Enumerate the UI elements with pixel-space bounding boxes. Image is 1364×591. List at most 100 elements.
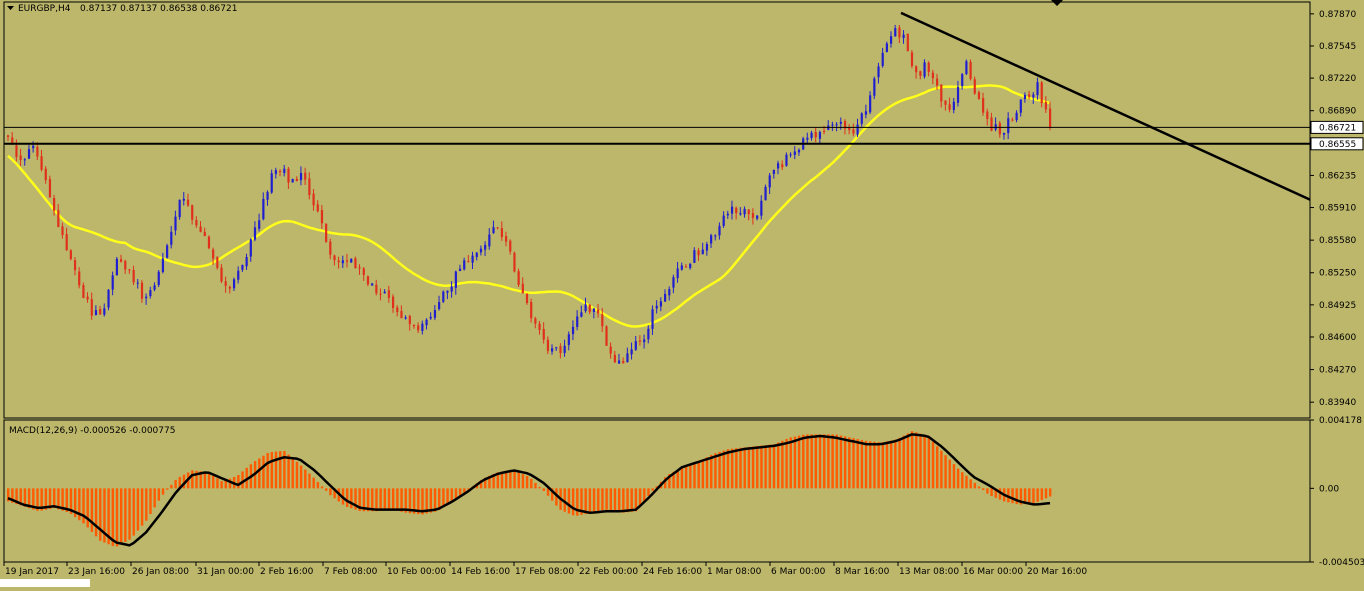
candle-body (772, 169, 776, 174)
candle-body (768, 175, 771, 188)
candle-body (894, 28, 897, 37)
macd-histogram-bar (57, 488, 60, 510)
candle-body (793, 151, 796, 155)
macd-histogram-bar (1023, 488, 1027, 505)
macd-histogram-bar (1028, 488, 1031, 504)
macd-histogram-bar (831, 434, 834, 489)
macd-tick-label: 0.004178 (1319, 416, 1362, 426)
symbol-title: EURGBP,H4 (18, 4, 71, 14)
macd-histogram-bar (764, 445, 767, 489)
candle-body (764, 186, 767, 201)
candle-body (567, 334, 570, 345)
candle-body (919, 71, 922, 76)
macd-histogram-bar (885, 441, 889, 489)
candle-body (429, 316, 432, 319)
macd-histogram-bar (178, 476, 181, 489)
candle-body (149, 290, 152, 297)
macd-histogram-bar (40, 488, 43, 511)
candle-body (304, 172, 307, 180)
candle-body (1036, 82, 1039, 96)
candle-body (701, 249, 704, 255)
macd-histogram-bar (952, 464, 956, 489)
macd-histogram-bar (1019, 488, 1023, 505)
macd-histogram-bar (216, 478, 219, 489)
macd-histogram-bar (722, 450, 725, 489)
macd-histogram (7, 431, 1052, 547)
candle-body (563, 345, 566, 353)
candle-body (94, 310, 98, 316)
candle-body (500, 228, 503, 238)
candle-body (145, 296, 148, 299)
macd-histogram-bar (429, 488, 433, 513)
macd-histogram-bar (643, 488, 646, 502)
macd-histogram-bar (852, 438, 855, 489)
horizontal-levels[interactable] (4, 126, 1310, 145)
macd-histogram-bar (860, 439, 864, 489)
candle-body (948, 104, 951, 110)
candle-body (362, 268, 365, 275)
macd-histogram-bar (651, 488, 654, 491)
shift-marker-icon[interactable] (1051, 0, 1063, 6)
macd-histogram-bar (73, 488, 77, 518)
macd-histogram-bar (672, 471, 675, 489)
candle-body (965, 61, 968, 75)
macd-histogram-bar (534, 482, 537, 489)
candle-body (115, 258, 119, 276)
chart-menu-icon[interactable] (7, 6, 14, 10)
macd-histogram-bar (442, 488, 445, 508)
candle-body (576, 316, 579, 327)
macd-histogram-bar (78, 488, 81, 521)
macd-histogram-bar (538, 486, 541, 489)
moving-average-line (7, 84, 1051, 328)
candle-body (705, 244, 709, 251)
candle-body (718, 225, 721, 236)
price-label-text: 0.86721 (1319, 123, 1356, 133)
candle-body (421, 323, 424, 332)
candle-body (973, 79, 976, 94)
candle-body (224, 281, 227, 286)
macd-histogram-bar (65, 488, 68, 513)
macd-signal-line (7, 433, 1051, 547)
candle-body (956, 86, 960, 103)
macd-histogram-bar (839, 435, 843, 489)
macd-histogram-bar (270, 452, 274, 489)
candle-body (492, 227, 495, 234)
macd-histogram-bar (333, 488, 336, 499)
resistance-trendline[interactable] (900, 11, 1311, 201)
macd-panel-frame (3, 419, 1311, 563)
macd-histogram-bar (504, 471, 508, 489)
candle-body (475, 252, 478, 257)
symbol-header: EURGBP,H4 0.87137 0.87137 0.86538 0.8672… (7, 4, 237, 14)
macd-histogram-bar (7, 488, 10, 502)
candle-body (1044, 102, 1048, 110)
candle-body (551, 348, 554, 352)
macd-histogram-bar (492, 474, 495, 489)
candle-body (241, 264, 244, 270)
time-tick-label: 16 Mar 00:00 (963, 567, 1023, 577)
candle-body (220, 267, 223, 282)
macd-histogram-bar (542, 488, 546, 491)
macd-histogram-bar (23, 488, 27, 507)
price-tick-label: 0.87870 (1319, 10, 1356, 20)
candle-body (337, 260, 340, 263)
macd-histogram-bar (730, 448, 734, 489)
candle-body (262, 198, 265, 220)
candle-body (1049, 108, 1052, 128)
candle-body (831, 124, 834, 126)
macd-histogram-bar (391, 488, 395, 511)
macd-histogram-bar (655, 486, 659, 489)
time-tick-label: 8 Mar 16:00 (835, 567, 890, 577)
candle-body (776, 163, 780, 169)
trendline-layer[interactable] (900, 11, 1311, 201)
candle-body (1028, 94, 1031, 97)
candle-body (249, 239, 252, 257)
candle-body (559, 346, 562, 354)
macd-histogram-bar (802, 434, 805, 489)
macd-histogram-bar (843, 436, 847, 489)
candle-body (944, 100, 947, 105)
macd-histogram-bar (521, 474, 525, 489)
candle-body (308, 178, 311, 195)
candle-body (65, 234, 68, 251)
